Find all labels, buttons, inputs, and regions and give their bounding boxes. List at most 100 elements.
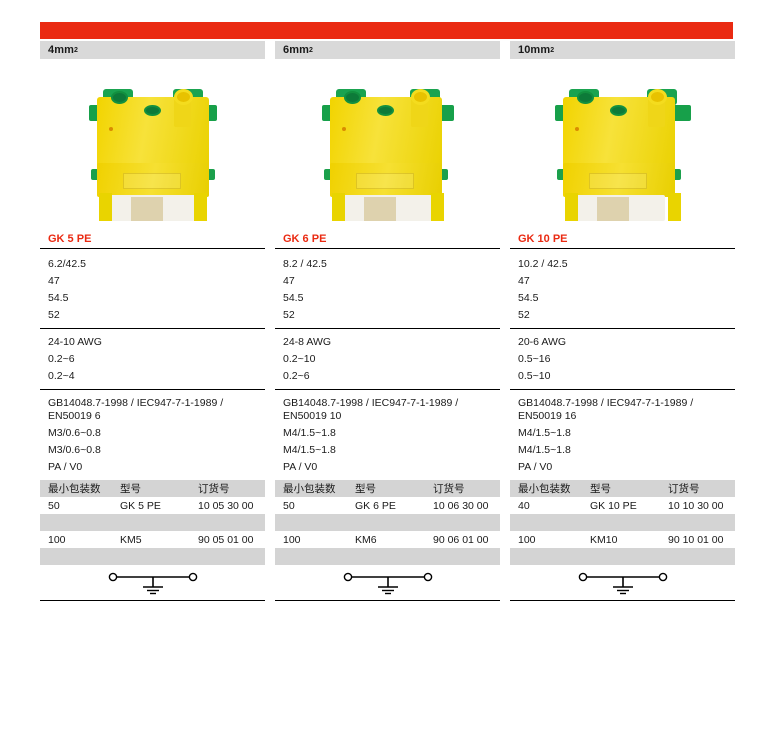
spec-value: M4/1.5~1.8	[518, 444, 571, 456]
pe-ground-symbol-icon	[578, 572, 667, 594]
cell-model: GK 5 PE	[120, 499, 161, 512]
column-header-order: 订货号	[190, 480, 265, 497]
cell-order: 10 10 30 00	[668, 499, 724, 512]
column-header-model: 型号	[582, 480, 660, 497]
cell-order: 90 06 01 00	[433, 533, 489, 546]
terminal-block-image	[553, 77, 693, 225]
size-header: 4mm 2	[40, 41, 265, 59]
circuit-diagram	[275, 565, 500, 601]
size-superscript: 2	[550, 46, 555, 54]
product-photo	[40, 59, 265, 231]
product-photo	[510, 59, 735, 231]
table-spacer-row	[275, 514, 500, 531]
table-row[interactable]: 40 GK 10 PE 10 10 30 00	[510, 497, 735, 514]
spec-value: PA / V0	[283, 461, 318, 473]
spec-value: 52	[518, 309, 530, 321]
standards-group: GB14048.7-1998 / IEC947-7-1-1989 / EN500…	[275, 390, 500, 478]
column-header-qty: 最小包装数	[510, 480, 582, 497]
spec-value: M4/1.5~1.8	[518, 427, 571, 439]
table-spacer-row	[40, 514, 265, 531]
table-row[interactable]: 50 GK 5 PE 10 05 30 00	[40, 497, 265, 514]
cell-model: GK 10 PE	[590, 499, 637, 512]
spec-value: 47	[283, 275, 295, 287]
cell-model: KM10	[590, 533, 618, 546]
spec-value: 24-10 AWG	[48, 336, 102, 348]
size-label: 10mm	[518, 44, 551, 56]
pe-ground-symbol-icon	[108, 572, 197, 594]
spec-value: 8.2 / 42.5	[283, 258, 327, 270]
column-header-model: 型号	[347, 480, 425, 497]
spec-value: 0.5~10	[518, 370, 551, 382]
cell-model: KM6	[355, 533, 377, 546]
spec-value: 54.5	[48, 292, 69, 304]
spec-value: 0.5~16	[518, 353, 551, 365]
cell-qty: 50	[48, 499, 60, 512]
cell-qty: 100	[283, 533, 301, 546]
product-photo	[275, 59, 500, 231]
size-label: 4mm	[48, 44, 74, 56]
product-columns: 4mm 2 GK 5 PE 6.2/42.5	[40, 41, 740, 601]
product-column: 4mm 2 GK 5 PE 6.2/42.5	[40, 41, 265, 601]
size-label: 6mm	[283, 44, 309, 56]
column-header-model: 型号	[112, 480, 190, 497]
table-row[interactable]: 50 GK 6 PE 10 06 30 00	[275, 497, 500, 514]
pe-ground-symbol-icon	[343, 572, 432, 594]
spec-value: M4/1.5~1.8	[283, 444, 336, 456]
rating-group: 24-10 AWG 0.2~6 0.2~4	[40, 329, 265, 390]
cell-order: 90 10 01 00	[668, 533, 724, 546]
model-title: GK 6 PE	[275, 231, 500, 249]
cell-qty: 40	[518, 499, 530, 512]
table-spacer-row	[510, 548, 735, 565]
cell-qty: 100	[518, 533, 536, 546]
spec-value: 54.5	[283, 292, 304, 304]
spec-value: 0.2~6	[48, 353, 75, 365]
spec-value: 47	[48, 275, 60, 287]
table-row[interactable]: 100 KM6 90 06 01 00	[275, 531, 500, 548]
product-column: 6mm 2 GK 6 PE 8.2 / 42.5	[275, 41, 500, 601]
size-superscript: 2	[73, 46, 78, 54]
spec-value: GB14048.7-1998 / IEC947-7-1-1989 / EN500…	[283, 397, 462, 422]
cell-order: 10 06 30 00	[433, 499, 489, 512]
column-header-qty: 最小包装数	[40, 480, 112, 497]
table-header-row: 最小包装数 型号 订货号	[40, 480, 265, 497]
circuit-diagram	[510, 565, 735, 601]
spec-value: 47	[518, 275, 530, 287]
rating-group: 20-6 AWG 0.5~16 0.5~10	[510, 329, 735, 390]
spec-value: GB14048.7-1998 / IEC947-7-1-1989 / EN500…	[518, 397, 697, 422]
standards-group: GB14048.7-1998 / IEC947-7-1-1989 / EN500…	[40, 390, 265, 478]
spec-value: M4/1.5~1.8	[283, 427, 336, 439]
model-title: GK 5 PE	[40, 231, 265, 249]
spec-value: PA / V0	[518, 461, 553, 473]
terminal-block-image	[320, 77, 456, 225]
cell-model: GK 6 PE	[355, 499, 396, 512]
column-header-order: 订货号	[425, 480, 500, 497]
model-title: GK 10 PE	[510, 231, 735, 249]
rating-group: 24-8 AWG 0.2~10 0.2~6	[275, 329, 500, 390]
spec-value: 52	[48, 309, 60, 321]
spec-value: 6.2/42.5	[48, 258, 86, 270]
spec-value: M3/0.6~0.8	[48, 427, 101, 439]
table-spacer-row	[275, 548, 500, 565]
red-banner	[40, 22, 733, 39]
cell-qty: 50	[283, 499, 295, 512]
cell-order: 90 05 01 00	[198, 533, 254, 546]
table-row[interactable]: 100 KM10 90 10 01 00	[510, 531, 735, 548]
column-header-qty: 最小包装数	[275, 480, 347, 497]
cell-order: 10 05 30 00	[198, 499, 254, 512]
order-table: 最小包装数 型号 订货号 50 GK 6 PE 10 06 30 00 100 …	[275, 480, 500, 565]
table-row[interactable]: 100 KM5 90 05 01 00	[40, 531, 265, 548]
spec-value: 54.5	[518, 292, 539, 304]
spec-value: 52	[283, 309, 295, 321]
size-header: 10mm 2	[510, 41, 735, 59]
order-table: 最小包装数 型号 订货号 40 GK 10 PE 10 10 30 00 100…	[510, 480, 735, 565]
standards-group: GB14048.7-1998 / IEC947-7-1-1989 / EN500…	[510, 390, 735, 478]
spec-value: 0.2~4	[48, 370, 75, 382]
circuit-diagram	[40, 565, 265, 601]
spec-value: 0.2~10	[283, 353, 316, 365]
spec-value: 20-6 AWG	[518, 336, 567, 348]
column-header-order: 订货号	[660, 480, 735, 497]
terminal-block-image	[87, 77, 219, 225]
order-table: 最小包装数 型号 订货号 50 GK 5 PE 10 05 30 00 100 …	[40, 480, 265, 565]
size-superscript: 2	[308, 46, 313, 54]
